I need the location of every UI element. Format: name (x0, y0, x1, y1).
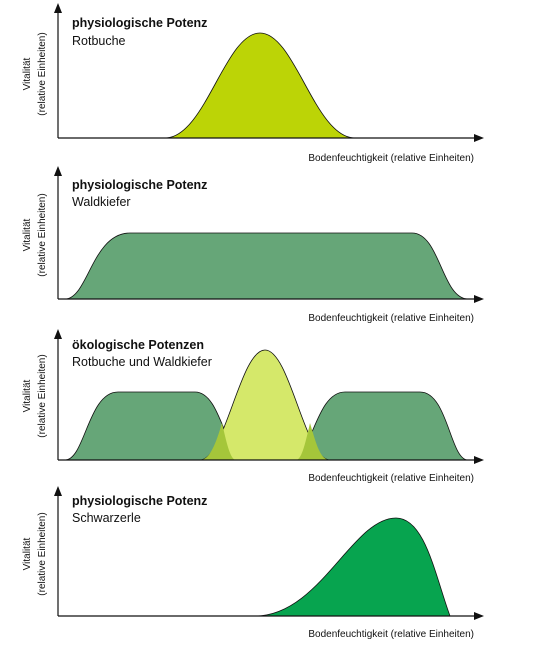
panel-subtitle: Rotbuche (72, 34, 126, 48)
panel-schwarzerle: physiologische Potenz Schwarzerle Vitali… (22, 486, 484, 640)
x-axis-label: Bodenfeuchtigkeit (relative Einheiten) (308, 629, 474, 640)
y-axis-arrow (54, 166, 62, 176)
overlap-left (200, 423, 236, 460)
x-axis-label: Bodenfeuchtigkeit (relative Einheiten) (308, 153, 474, 164)
x-axis-arrow (474, 612, 484, 620)
y-axis-label: Vitalität (22, 218, 33, 251)
x-axis-arrow (474, 456, 484, 464)
panel-subtitle: Waldkiefer (72, 195, 131, 209)
y-axis-label-units: (relative Einheiten) (37, 193, 48, 276)
panel-subtitle: Rotbuche und Waldkiefer (72, 355, 212, 369)
curve-schwarzerle (254, 517, 451, 617)
panel-title: ökologische Potenzen (72, 338, 204, 352)
y-axis-arrow (54, 3, 62, 13)
curve-rotbuche (164, 32, 356, 139)
y-axis-label-units: (relative Einheiten) (37, 512, 48, 595)
y-axis-arrow (54, 329, 62, 339)
y-axis-label-units: (relative Einheiten) (37, 32, 48, 115)
x-axis-arrow (474, 295, 484, 303)
panel-waldkiefer: physiologische Potenz Waldkiefer Vitalit… (22, 166, 484, 324)
x-axis-label: Bodenfeuchtigkeit (relative Einheiten) (308, 313, 474, 324)
y-axis-label: Vitalität (22, 57, 33, 90)
y-axis-arrow (54, 486, 62, 496)
panel-rotbuche: physiologische Potenz Rotbuche Vitalität… (22, 3, 484, 164)
overlap-right (296, 423, 330, 460)
x-axis-label: Bodenfeuchtigkeit (relative Einheiten) (308, 473, 474, 484)
panel-title: physiologische Potenz (72, 494, 207, 508)
curve-waldkiefer (64, 232, 469, 300)
panel-title: physiologische Potenz (72, 178, 207, 192)
x-axis-arrow (474, 134, 484, 142)
y-axis-label: Vitalität (22, 537, 33, 570)
y-axis-label: Vitalität (22, 379, 33, 412)
panel-title: physiologische Potenz (72, 16, 207, 30)
panel-subtitle: Schwarzerle (72, 511, 141, 525)
y-axis-label-units: (relative Einheiten) (37, 354, 48, 437)
panel-oekologisch: ökologische Potenzen Rotbuche und Waldki… (22, 329, 484, 484)
